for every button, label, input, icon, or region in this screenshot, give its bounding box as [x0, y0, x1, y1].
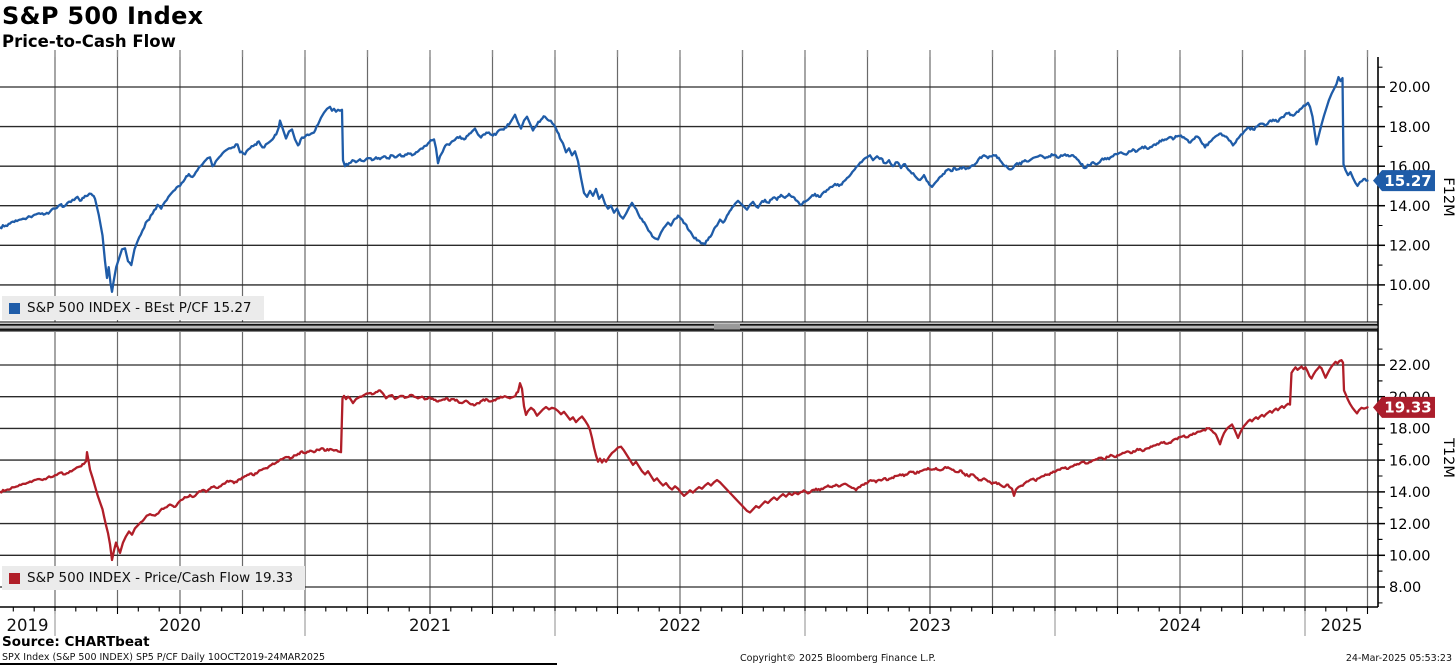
year-label: 2022	[659, 616, 701, 635]
copyright-label: Copyright© 2025 Bloomberg Finance L.P.	[740, 653, 936, 664]
y-tick-label: 18.00	[1389, 422, 1431, 438]
legend-label: S&P 500 INDEX - BEst P/CF 15.27	[27, 300, 252, 316]
year-label: 2021	[409, 616, 451, 635]
y-tick-label: 10.00	[1389, 549, 1431, 565]
y-axis: 20.0018.0016.0014.0012.0010.00F12M22.002…	[1377, 57, 1456, 607]
panel-splitter	[0, 321, 1378, 332]
y-tick-label: 14.00	[1389, 199, 1431, 215]
legend-best-pcf: S&P 500 INDEX - BEst P/CF 15.27	[2, 296, 264, 320]
y-tick-label: 14.00	[1389, 485, 1431, 501]
ticker-description: SPX Index (S&P 500 INDEX) SP5 P/CF Daily…	[2, 652, 326, 663]
legend-price-cf: S&P 500 INDEX - Price/Cash Flow 19.33	[2, 566, 306, 590]
vertical-gridlines	[54, 50, 1369, 607]
y-tick-label: 8.00	[1389, 580, 1421, 596]
red-series-marker-icon	[9, 572, 20, 584]
timestamp-label: 24-Mar-2025 05:53:23	[1345, 653, 1452, 664]
y-tick-label: 10.00	[1389, 278, 1431, 294]
y-tick-label: 18.00	[1389, 120, 1431, 136]
last-value-badge: 19.33	[1373, 396, 1435, 418]
y-tick-label: 12.00	[1389, 239, 1431, 255]
y-tick-label: 12.00	[1389, 517, 1431, 533]
year-label: 2025	[1321, 616, 1363, 635]
x-axis-labels: 2019 2020 2021 2022 2023 2024 2025	[7, 611, 1363, 636]
axis-side-label: F12M	[1440, 177, 1456, 216]
year-label: 2023	[909, 616, 951, 635]
legend-label: S&P 500 INDEX - Price/Cash Flow 19.33	[27, 570, 294, 586]
series-bottom	[0, 359, 1369, 562]
x-axis	[0, 606, 1378, 614]
year-label: 2020	[159, 616, 201, 635]
svg-text:19.33: 19.33	[1384, 399, 1431, 417]
year-label: 2019	[7, 616, 49, 635]
footer-divider	[0, 663, 557, 665]
splitter-grip-icon	[714, 324, 740, 330]
page-title: S&P 500 Index	[2, 2, 204, 30]
axis-side-label: T12M	[1440, 437, 1456, 478]
last-value-badge: 15.27	[1373, 170, 1435, 192]
y-tick-label: 16.00	[1389, 453, 1431, 469]
blue-series-marker-icon	[9, 302, 20, 314]
y-tick-label: 22.00	[1389, 358, 1431, 374]
svg-text:15.27: 15.27	[1384, 172, 1431, 190]
source-label: Source: CHARTbeat	[2, 634, 150, 650]
horizontal-gridlines	[0, 86, 1378, 588]
y-tick-label: 20.00	[1389, 80, 1431, 96]
page-subtitle: Price-to-Cash Flow	[2, 32, 176, 51]
series-top	[0, 75, 1369, 293]
year-label: 2024	[1159, 616, 1201, 635]
